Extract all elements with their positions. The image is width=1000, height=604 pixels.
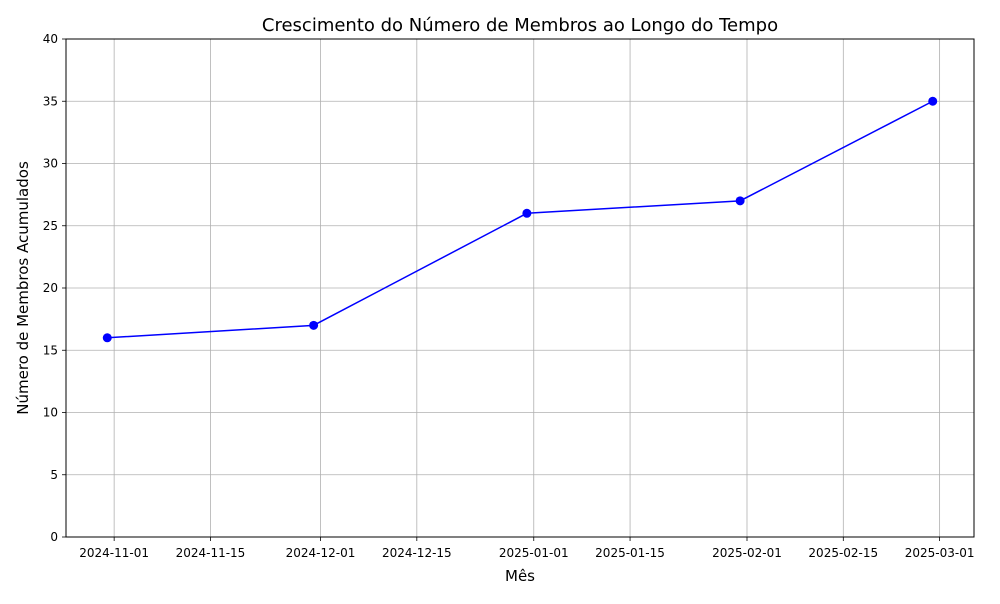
data-point — [102, 333, 112, 343]
x-axis-label: Mês — [505, 567, 535, 585]
x-tick-label: 2025-03-01 — [905, 546, 975, 560]
data-point — [928, 96, 938, 106]
x-tick-label: 2025-02-01 — [712, 546, 782, 560]
x-axis: 2024-11-01 2024-11-15 2024-12-01 2024-12-15… — [79, 537, 974, 560]
x-tick-label: 2025-01-01 — [499, 546, 569, 560]
x-tick-label: 2024-11-01 — [79, 546, 149, 560]
y-axis: 0 5 10 15 20 25 30 35 40 — [43, 32, 66, 544]
y-tick-label: 10 — [43, 406, 58, 420]
y-axis-label: Número de Membros Acumulados — [14, 161, 32, 415]
y-tick-label: 35 — [43, 94, 58, 108]
y-tick-label: 5 — [50, 468, 58, 482]
data-point — [309, 320, 319, 330]
series-line — [107, 100, 934, 339]
y-tick-label: 25 — [43, 219, 58, 233]
series-layer — [102, 96, 938, 343]
y-tick-label: 15 — [43, 343, 58, 357]
y-tick-label: 20 — [43, 281, 58, 295]
chart-title: Crescimento do Número de Membros ao Long… — [262, 15, 778, 36]
grid — [66, 38, 974, 538]
y-tick-label: 30 — [43, 157, 58, 171]
data-point — [735, 196, 745, 206]
data-point — [522, 208, 532, 218]
x-tick-label: 2024-12-15 — [382, 546, 452, 560]
x-tick-label: 2025-01-15 — [595, 546, 665, 560]
y-tick-label: 0 — [50, 530, 58, 544]
x-tick-label: 2024-12-01 — [286, 546, 356, 560]
y-tick-label: 40 — [43, 32, 58, 46]
x-tick-label: 2024-11-15 — [176, 546, 246, 560]
x-tick-label: 2025-02-15 — [808, 546, 878, 560]
